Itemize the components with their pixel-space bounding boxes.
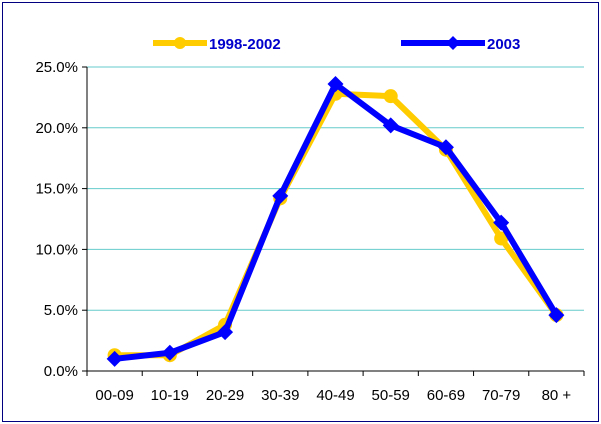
y-tick-label: 10.0% [35, 241, 78, 258]
series-layer [106, 76, 565, 367]
x-tick-label: 30-39 [261, 387, 299, 404]
data-point [437, 139, 454, 156]
legend: 1998-2002 2003 [153, 36, 520, 53]
x-tick-label: 10-19 [151, 387, 189, 404]
y-tick-label: 15.0% [35, 181, 78, 198]
data-point [548, 307, 565, 324]
data-point [494, 231, 509, 246]
legend-marker-circle [174, 37, 186, 49]
y-axis-ticks: 0.0% 5.0% 10.0% 15.0% 20.0% 25.0% [35, 59, 87, 380]
gridlines [87, 66, 584, 311]
x-tick-label: 00-09 [95, 387, 133, 404]
legend-item-2003: 2003 [401, 36, 520, 53]
y-tick-label: 0.0% [44, 363, 78, 380]
data-point [217, 324, 234, 341]
data-point [106, 350, 123, 367]
data-point [161, 344, 178, 361]
legend-item-1998-2002: 1998-2002 [153, 36, 281, 53]
x-tick-label: 40-49 [316, 387, 354, 404]
x-tick-label: 80 + [542, 387, 572, 404]
x-tick-label: 20-29 [206, 387, 244, 404]
legend-label-2003: 2003 [487, 36, 520, 53]
data-point [383, 89, 398, 104]
data-point [382, 117, 399, 134]
data-point [272, 187, 289, 204]
x-tick-label: 60-69 [427, 387, 465, 404]
legend-marker-diamond [446, 36, 460, 50]
data-point [327, 76, 344, 93]
y-tick-label: 5.0% [44, 302, 78, 319]
legend-label-1998-2002: 1998-2002 [209, 36, 281, 53]
data-point [493, 214, 510, 231]
x-tick-label: 50-59 [372, 387, 410, 404]
x-axis-ticks: 00-09 10-19 20-29 30-39 40-49 50-59 60-69 70-79… [86, 371, 585, 404]
axes [86, 67, 584, 372]
series-line-1998-2002 [114, 90, 559, 359]
line-chart: 1998-2002 2003 0.0% 5.0% 10.0% 15.0% 20.0% 25… [35, 36, 585, 404]
y-tick-label: 25.0% [35, 59, 78, 76]
y-tick-label: 20.0% [35, 120, 78, 137]
x-tick-label: 70-79 [482, 387, 520, 404]
